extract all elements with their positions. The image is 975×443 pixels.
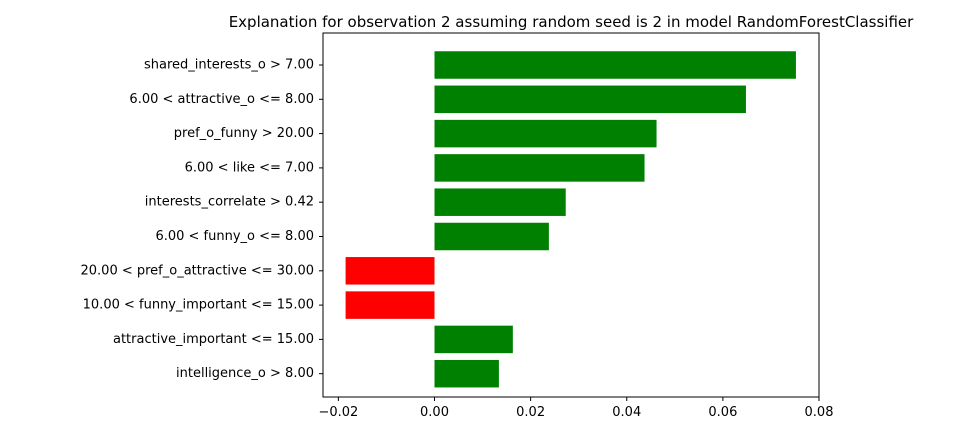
bar-4	[434, 188, 566, 216]
x-tick-label-5: 0.08	[805, 405, 834, 420]
y-tick-label-8: attractive_important <= 15.00	[113, 332, 314, 347]
x-tick-label-3: 0.04	[612, 405, 641, 420]
bar-9	[434, 359, 499, 388]
bar-2	[434, 119, 657, 148]
y-tick-label-2: pref_o_funny > 20.00	[174, 126, 314, 141]
x-tick-label-1: 0.00	[420, 405, 449, 420]
plot-frame	[322, 32, 820, 398]
y-axis-ticks: shared_interests_o > 7.00 6.00 < attracti…	[81, 58, 323, 381]
bar-1	[434, 85, 746, 114]
bar-8	[434, 325, 513, 354]
bar-7	[345, 291, 435, 319]
y-tick-label-6: 20.00 < pref_o_attractive <= 30.00	[81, 263, 315, 278]
bar-0	[434, 51, 796, 79]
chart-title: Explanation for observation 2 assuming r…	[229, 13, 914, 31]
x-tick-label-0: −0.02	[318, 405, 358, 420]
bars-layer	[345, 51, 796, 388]
y-tick-label-4: interests_correlate > 0.42	[145, 195, 314, 210]
x-tick-label-4: 0.06	[708, 405, 737, 420]
y-tick-label-3: 6.00 < like <= 7.00	[185, 160, 314, 175]
x-axis-ticks: −0.02 0.00 0.02 0.04 0.06 0.08	[318, 397, 833, 420]
bar-3	[434, 154, 645, 182]
y-tick-label-1: 6.00 < attractive_o <= 8.00	[129, 92, 314, 107]
y-tick-label-5: 6.00 < funny_o <= 8.00	[155, 229, 314, 244]
y-tick-label-0: shared_interests_o > 7.00	[144, 58, 314, 73]
x-tick-label-2: 0.02	[516, 405, 545, 420]
y-tick-label-9: intelligence_o > 8.00	[176, 366, 314, 381]
bar-5	[434, 222, 549, 251]
y-tick-label-7: 10.00 < funny_important <= 15.00	[83, 298, 314, 313]
bar-6	[345, 257, 435, 285]
